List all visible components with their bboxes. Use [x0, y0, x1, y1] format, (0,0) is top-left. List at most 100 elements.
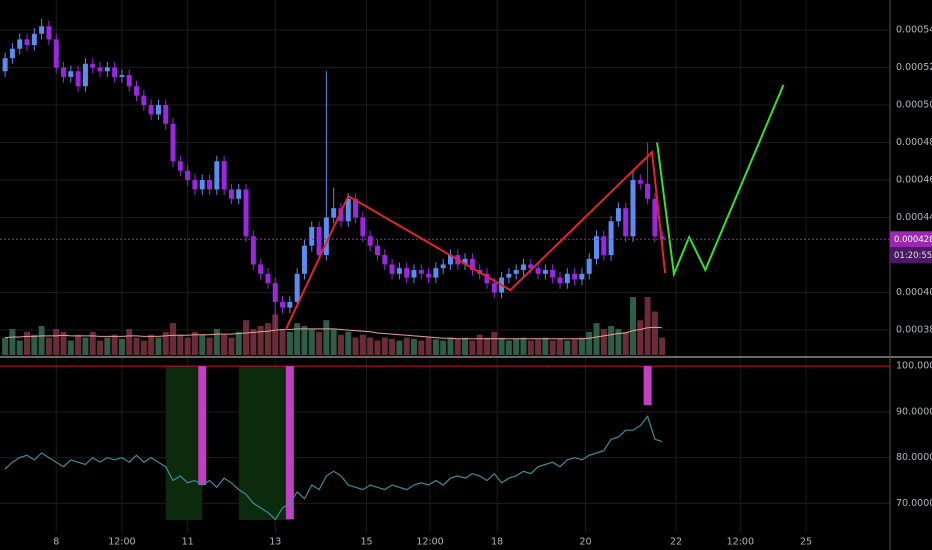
volume-bar — [228, 337, 235, 355]
volume-bar — [191, 331, 198, 355]
y-tick-label: 0.0003800 — [896, 325, 932, 336]
volume-bar — [31, 334, 38, 355]
volume-bar — [140, 340, 147, 355]
volume-bar — [82, 337, 89, 355]
candle-body — [557, 277, 563, 284]
candle-body — [68, 71, 74, 77]
signal-zone — [238, 366, 290, 520]
candle-body — [243, 189, 249, 237]
candle-body — [345, 198, 351, 222]
candle-body — [39, 26, 45, 34]
candle-body — [520, 264, 526, 271]
x-tick-label: 12:00 — [108, 537, 135, 548]
volume-bar — [432, 339, 439, 355]
x-tick-label: 15 — [360, 537, 372, 548]
volume-bar — [593, 323, 600, 355]
volume-bar — [374, 340, 381, 355]
candle-body — [440, 264, 446, 269]
volume-bar — [250, 328, 257, 355]
volume-bar — [564, 340, 571, 355]
indicator-line — [4, 415, 663, 521]
volume-bar — [89, 331, 96, 355]
candle-body — [652, 198, 658, 237]
candle-body — [462, 258, 468, 265]
volume-bar — [213, 328, 220, 355]
candle-body — [579, 273, 585, 280]
candle-body — [112, 67, 118, 77]
volume-bar — [556, 338, 563, 355]
candle-body — [192, 180, 198, 190]
volume-bar — [644, 297, 651, 355]
volume-bar — [257, 326, 264, 355]
volume-bar — [410, 338, 417, 355]
volume-bar — [462, 337, 469, 355]
volume-bar — [447, 337, 454, 355]
candle-body — [301, 245, 307, 274]
x-tick-label: 22 — [670, 537, 682, 548]
candle-body — [309, 226, 315, 246]
candle-body — [221, 161, 227, 190]
candle-body — [265, 273, 271, 284]
volume-bar — [221, 334, 228, 355]
volume-bar — [345, 331, 352, 355]
x-tick-label: 12:00 — [416, 537, 443, 548]
volume-bar — [162, 331, 169, 355]
candle-body — [280, 301, 286, 308]
volume-bar — [425, 337, 432, 355]
y-tick-label: 80.0000 — [896, 452, 932, 463]
volume-bar — [527, 340, 534, 355]
candle-body — [418, 270, 424, 274]
volume-bar — [16, 340, 23, 355]
y-tick-label: 90.0000 — [896, 406, 932, 417]
candle-body — [163, 105, 169, 124]
candle-body — [236, 189, 242, 199]
candle-body — [331, 208, 337, 218]
candle-body — [126, 75, 132, 87]
volume-bar — [316, 331, 323, 355]
volume-bar — [337, 334, 344, 355]
volume-bar — [286, 331, 293, 355]
volume-bar — [651, 311, 658, 355]
candle-body — [623, 208, 629, 237]
volume-bar — [396, 340, 403, 355]
candle-body — [148, 105, 154, 115]
candle-body — [207, 180, 213, 190]
volume-bar — [483, 337, 490, 355]
current-price-label: 0.0004284 — [894, 235, 932, 245]
volume-bar — [126, 328, 133, 355]
signal-spike — [285, 366, 294, 520]
volume-bar — [622, 331, 629, 355]
candle-body — [31, 33, 37, 46]
candle-body — [367, 236, 373, 246]
candle-body — [353, 198, 359, 218]
volume-bar — [301, 326, 308, 355]
volume-bar — [542, 337, 549, 355]
y-tick-label: 0.0005200 — [896, 62, 932, 73]
candle-body — [586, 258, 592, 274]
volume-ma-line — [5, 326, 663, 340]
volume-bar — [440, 340, 447, 355]
candle-body — [155, 105, 161, 115]
candle-body — [97, 67, 103, 72]
candle-body — [141, 95, 147, 106]
volume-bar — [264, 323, 271, 355]
candle-body — [177, 161, 183, 171]
candle-body — [491, 283, 497, 293]
candle-body — [17, 39, 23, 49]
x-tick-label: 18 — [491, 537, 503, 548]
countdown-label: 01:20:55 — [894, 251, 932, 261]
candle-body — [564, 273, 570, 284]
volume-bar — [67, 340, 74, 355]
volume-bar — [279, 328, 286, 355]
y-tick-label: 0.0004000 — [896, 287, 932, 298]
volume-bar — [60, 331, 67, 355]
x-tick-label: 13 — [269, 537, 281, 548]
candle-body — [360, 217, 366, 237]
candle-body — [637, 180, 643, 184]
candle-body — [294, 273, 300, 302]
candle-body — [447, 255, 453, 265]
volume-bar — [381, 337, 388, 355]
x-tick-label: 12:00 — [727, 537, 754, 548]
candle-body — [61, 67, 67, 77]
volume-bar — [630, 297, 637, 355]
